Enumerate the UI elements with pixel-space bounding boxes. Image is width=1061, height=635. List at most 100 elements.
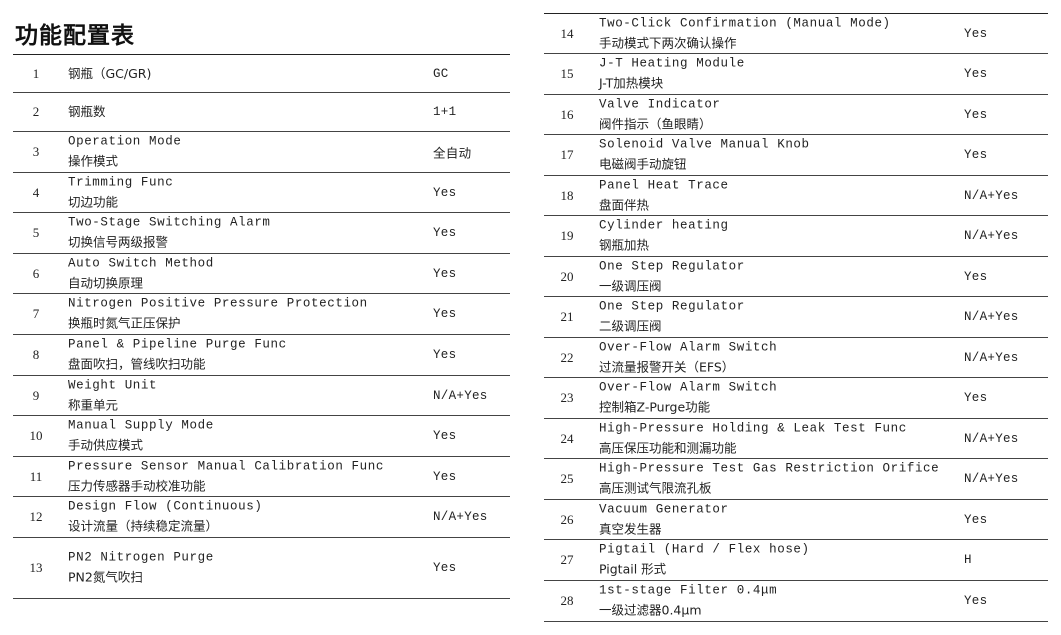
feature-name-zh: J-T加热模块 bbox=[599, 75, 664, 91]
row-number: 4 bbox=[32, 184, 40, 200]
table-row: 4 Trimming Func 切边功能 Yes bbox=[13, 173, 510, 213]
feature-name-en: Nitrogen Positive Pressure Protection bbox=[68, 296, 368, 311]
table-row: 16 Valve Indicator 阀件指示（鱼眼睛） Yes bbox=[544, 95, 1048, 135]
feature-name: Pigtail (Hard / Flex hose) Pigtail 形式 bbox=[599, 541, 810, 580]
feature-name-en: Design Flow (Continuous) bbox=[68, 499, 263, 514]
feature-name-en: Pigtail (Hard / Flex hose) bbox=[599, 542, 810, 557]
feature-name: Weight Unit 称重单元 bbox=[68, 376, 157, 415]
feature-value: H bbox=[964, 553, 972, 567]
feature-name: Valve Indicator 阀件指示（鱼眼睛） bbox=[599, 95, 721, 134]
feature-name: Auto Switch Method 自动切换原理 bbox=[68, 254, 214, 293]
feature-name-en: Cylinder heating bbox=[599, 218, 729, 233]
feature-name-zh: 一级调压阀 bbox=[599, 278, 662, 293]
table-row: 3 Operation Mode 操作模式 全自动 bbox=[13, 132, 510, 173]
row-number: 15 bbox=[560, 66, 574, 81]
feature-value: Yes bbox=[964, 269, 988, 284]
feature-name-zh: 操作模式 bbox=[68, 153, 119, 169]
row-number: 27 bbox=[560, 552, 574, 567]
table-row: 9 Weight Unit 称重单元 N/A+Yes bbox=[13, 376, 510, 416]
table-row: 22 Over-Flow Alarm Switch 过流量报警开关（EFS） N/A+… bbox=[544, 338, 1048, 378]
feature-value: N/A+Yes bbox=[433, 510, 488, 524]
table-row: 6 Auto Switch Method 自动切换原理 Yes bbox=[13, 254, 510, 294]
table-row: 17 Solenoid Valve Manual Knob 电磁阀手动旋钮 Yes bbox=[544, 135, 1048, 176]
config-table-right: 14 Two-Click Confirmation (Manual Mode) 手动… bbox=[544, 13, 1048, 622]
row-number: 28 bbox=[560, 593, 574, 608]
feature-name: J-T Heating Module J-T加热模块 bbox=[599, 55, 745, 94]
table-row: 28 1st-stage Filter 0.4μm 一级过滤器0.4μm Yes bbox=[544, 581, 1048, 622]
feature-name-zh: 电磁阀手动旋钮 bbox=[599, 156, 687, 172]
feature-name-en: Pressure Sensor Manual Calibration Func bbox=[68, 459, 384, 473]
feature-name-zh: 高压测试气限流孔板 bbox=[599, 480, 712, 496]
feature-name: Manual Supply Mode 手动供应模式 bbox=[68, 417, 214, 456]
feature-name: One Step Regulator 二级调压阀 bbox=[599, 298, 745, 337]
feature-name-zh: 压力传感器手动校准功能 bbox=[68, 478, 206, 493]
row-number: 23 bbox=[560, 390, 574, 405]
table-row: 11 Pressure Sensor Manual Calibration Fun… bbox=[13, 457, 510, 497]
feature-name-en: Auto Switch Method bbox=[68, 256, 214, 270]
table-row: 20 One Step Regulator 一级调压阀 Yes bbox=[544, 257, 1048, 297]
feature-name-zh: 手动供应模式 bbox=[68, 437, 144, 453]
feature-name-en: High-Pressure Test Gas Restriction Orifi… bbox=[599, 461, 940, 476]
feature-name-zh: 切边功能 bbox=[68, 194, 119, 209]
table-row: 5 Two-Stage Switching Alarm 切换信号两级报警 Yes bbox=[13, 213, 510, 254]
feature-name-zh: Pigtail 形式 bbox=[599, 561, 667, 577]
feature-name-en: Trimming Func bbox=[68, 175, 174, 189]
table-row: 12 Design Flow (Continuous) 设计流量（持续稳定流量） N/… bbox=[13, 497, 510, 538]
feature-name: Vacuum Generator 真空发生器 bbox=[599, 500, 729, 539]
feature-value: Yes bbox=[433, 429, 457, 443]
table-row: 15 J-T Heating Module J-T加热模块 Yes bbox=[544, 54, 1048, 95]
feature-name-en: J-T Heating Module bbox=[599, 56, 745, 71]
feature-value: Yes bbox=[964, 67, 988, 81]
table-row: 13 PN2 Nitrogen Purge PN2氮气吹扫 Yes bbox=[13, 538, 510, 599]
feature-name-en: Solenoid Valve Manual Knob bbox=[599, 137, 810, 152]
feature-value: GC bbox=[433, 66, 449, 81]
feature-name-zh: 二级调压阀 bbox=[599, 318, 662, 334]
table-row: 27 Pigtail (Hard / Flex hose) Pigtail 形式 H bbox=[544, 540, 1048, 581]
feature-name: 钢瓶（GC/GR) bbox=[68, 64, 151, 84]
feature-value: Yes bbox=[433, 348, 457, 362]
feature-name: Design Flow (Continuous) 设计流量（持续稳定流量） bbox=[68, 498, 262, 537]
feature-name: Solenoid Valve Manual Knob 电磁阀手动旋钮 bbox=[599, 136, 810, 175]
row-number: 24 bbox=[560, 430, 574, 446]
feature-name: PN2 Nitrogen Purge PN2氮气吹扫 bbox=[68, 549, 214, 588]
feature-value: N/A+Yes bbox=[964, 310, 1019, 324]
feature-name-zh: PN2氮气吹扫 bbox=[68, 569, 143, 585]
feature-value: N/A+Yes bbox=[964, 188, 1019, 203]
feature-name-zh: 钢瓶加热 bbox=[599, 237, 650, 253]
feature-value: Yes bbox=[433, 266, 457, 281]
feature-name: Over-Flow Alarm Switch 控制箱Z-Purge功能 bbox=[599, 379, 777, 418]
feature-name: Trimming Func 切边功能 bbox=[68, 173, 173, 212]
table-row: 25 High-Pressure Test Gas Restriction Ori… bbox=[544, 459, 1048, 500]
feature-name: Panel & Pipeline Purge Func 盘面吹扫，管线吹扫功能 bbox=[68, 336, 287, 375]
table-row: 1 钢瓶（GC/GR) GC bbox=[13, 55, 510, 93]
feature-name: High-Pressure Test Gas Restriction Orifi… bbox=[599, 460, 939, 499]
table-row: 18 Panel Heat Trace 盘面伴热 N/A+Yes bbox=[544, 176, 1048, 216]
feature-value: N/A+Yes bbox=[964, 472, 1019, 486]
feature-name-en: One Step Regulator bbox=[599, 299, 745, 314]
feature-name-zh: 过流量报警开关（EFS） bbox=[599, 359, 735, 374]
feature-name-zh: 钢瓶数 bbox=[68, 104, 106, 119]
feature-name: One Step Regulator 一级调压阀 bbox=[599, 257, 745, 296]
feature-name-zh: 自动切换原理 bbox=[68, 275, 144, 290]
feature-name: 钢瓶数 bbox=[68, 102, 106, 122]
row-number: 19 bbox=[560, 228, 574, 243]
table-row: 24 High-Pressure Holding & Leak Test Func… bbox=[544, 419, 1048, 459]
row-number: 2 bbox=[32, 104, 40, 119]
feature-name-zh: 真空发生器 bbox=[599, 521, 662, 536]
feature-name-en: Panel Heat Trace bbox=[599, 178, 729, 192]
feature-name-zh: 设计流量（持续稳定流量） bbox=[68, 518, 219, 534]
feature-name-zh: 手动模式下两次确认操作 bbox=[599, 35, 737, 50]
feature-name-zh: 切换信号两级报警 bbox=[68, 234, 169, 250]
page-title: 功能配置表 bbox=[15, 23, 135, 49]
row-number: 3 bbox=[32, 144, 40, 159]
feature-value: Yes bbox=[964, 512, 988, 527]
row-number: 10 bbox=[29, 428, 43, 443]
row-number: 18 bbox=[560, 187, 574, 203]
row-number: 7 bbox=[32, 306, 40, 321]
table-row: 10 Manual Supply Mode 手动供应模式 Yes bbox=[13, 416, 510, 457]
row-number: 16 bbox=[560, 106, 574, 122]
feature-name-en: Operation Mode bbox=[68, 134, 182, 149]
feature-name-en: Two-Stage Switching Alarm bbox=[68, 215, 271, 230]
feature-name-en: Manual Supply Mode bbox=[68, 418, 214, 433]
feature-value: Yes bbox=[964, 26, 988, 41]
